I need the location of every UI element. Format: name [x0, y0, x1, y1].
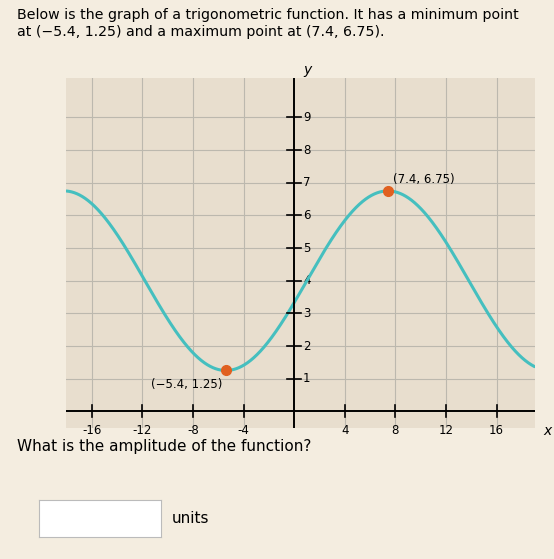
Text: y: y	[303, 63, 311, 77]
Text: -16: -16	[82, 424, 101, 437]
Text: 4: 4	[341, 424, 348, 437]
Text: 8: 8	[392, 424, 399, 437]
Text: 9: 9	[303, 111, 311, 124]
Text: 4: 4	[303, 274, 311, 287]
Text: 5: 5	[303, 241, 310, 254]
Text: 2: 2	[303, 339, 311, 353]
Text: Below is the graph of a trigonometric function. It has a minimum point
at (−5.4,: Below is the graph of a trigonometric fu…	[17, 8, 519, 39]
Text: What is the amplitude of the function?: What is the amplitude of the function?	[17, 439, 311, 454]
Text: 16: 16	[489, 424, 504, 437]
Text: (−5.4, 1.25): (−5.4, 1.25)	[151, 378, 222, 391]
Text: units: units	[172, 511, 209, 525]
Text: -4: -4	[238, 424, 249, 437]
Text: 8: 8	[303, 144, 310, 157]
Text: 7: 7	[303, 176, 311, 190]
Text: 3: 3	[303, 307, 310, 320]
Text: 1: 1	[303, 372, 311, 385]
Text: 6: 6	[303, 209, 311, 222]
Text: -8: -8	[187, 424, 199, 437]
Text: 12: 12	[439, 424, 454, 437]
Text: -12: -12	[133, 424, 152, 437]
Text: (7.4, 6.75): (7.4, 6.75)	[393, 173, 454, 186]
Text: x: x	[543, 424, 551, 438]
